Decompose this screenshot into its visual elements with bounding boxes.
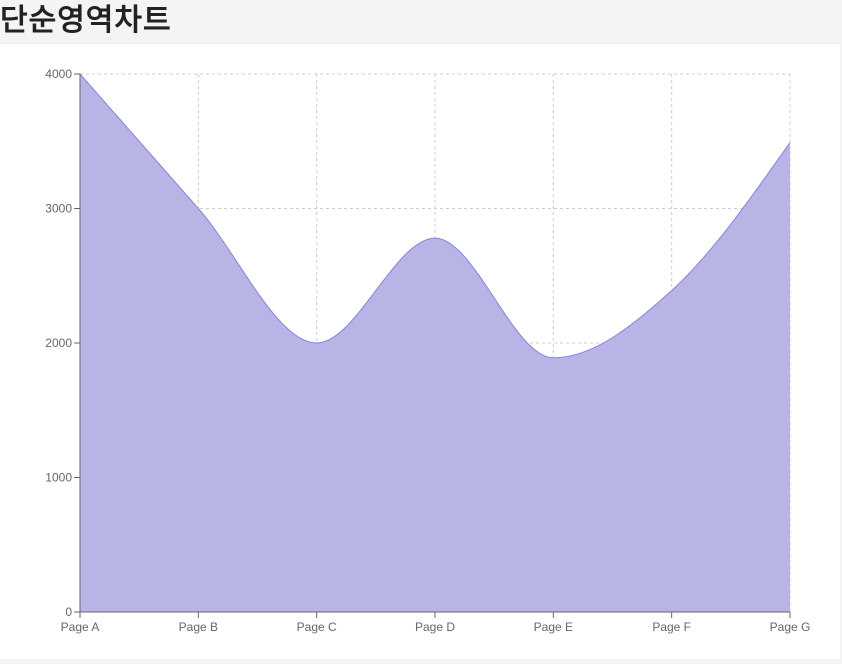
- area-line: [79, 73, 791, 359]
- x-tick-label: Page B: [179, 620, 218, 634]
- area-chart: 0 1000 2000 3000 4000 Page A Page B Page C Page …: [45, 67, 810, 634]
- x-tick-label: Page A: [61, 620, 100, 634]
- x-tick-label: Page C: [297, 620, 337, 634]
- x-tick-label: Page D: [415, 620, 455, 634]
- x-tick-label: Page F: [652, 620, 691, 634]
- y-tick-label: 2000: [45, 336, 72, 350]
- chart-area-layer: [79, 73, 791, 612]
- y-tick-label: 3000: [45, 202, 72, 216]
- area-fill: [80, 74, 790, 612]
- x-tick-label: Page E: [534, 620, 573, 634]
- chart-panel: 0 1000 2000 3000 4000 Page A Page B Page C Page …: [0, 43, 840, 659]
- y-tick-label: 0: [65, 605, 72, 619]
- x-tick-label: Page G: [770, 620, 811, 634]
- page-title: 단순영역차트: [0, 3, 172, 38]
- y-tick-label: 1000: [45, 471, 72, 485]
- chart-axes: 0 1000 2000 3000 4000 Page A Page B Page C Page …: [45, 67, 810, 634]
- y-tick-label: 4000: [45, 67, 72, 81]
